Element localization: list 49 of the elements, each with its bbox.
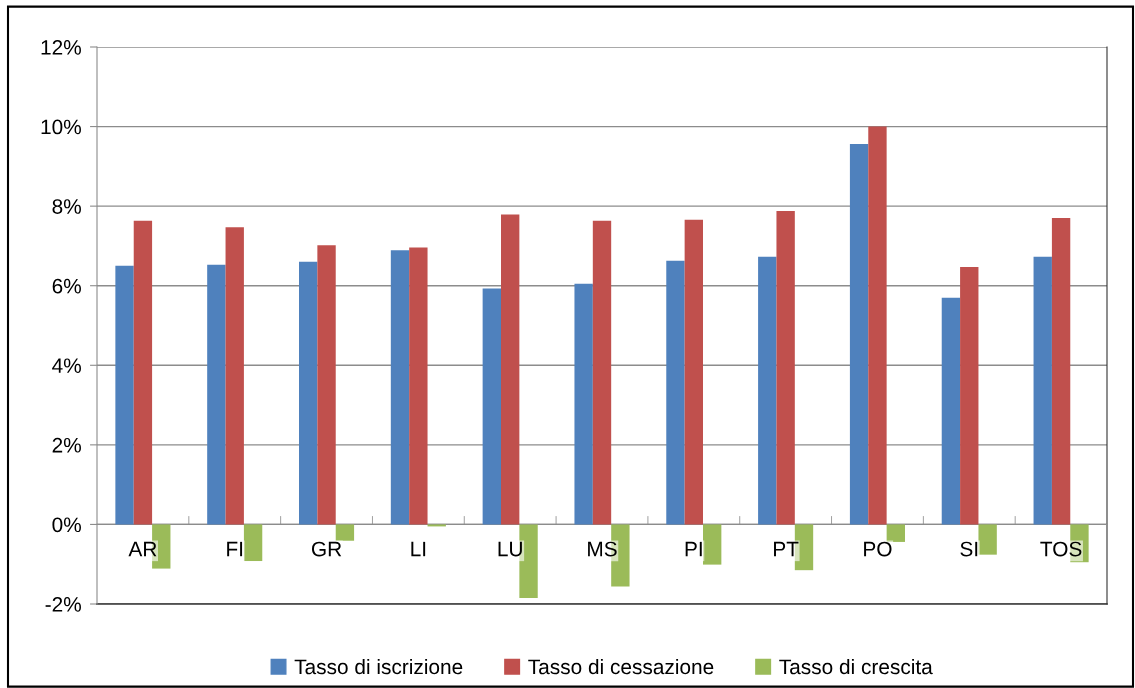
bar (684, 219, 703, 525)
y-tick-label: 6% (52, 278, 81, 294)
bar (115, 265, 134, 525)
y-tick-label: 8% (52, 199, 81, 214)
bar (409, 247, 428, 525)
bar (776, 210, 795, 525)
bar (960, 267, 979, 525)
bar (941, 297, 961, 525)
y-tick-label: 12% (41, 40, 81, 55)
bar (886, 524, 905, 542)
bar (299, 261, 318, 525)
y-tick-label: 0% (52, 517, 81, 533)
legend-label: Tasso di cessazione (528, 658, 714, 675)
bar (849, 144, 869, 525)
y-tick-label: 4% (52, 358, 81, 373)
bar (758, 256, 777, 525)
bar (390, 250, 410, 525)
x-tick-label: PI (685, 541, 702, 557)
y-tick-label: -2% (45, 597, 81, 612)
legend-label: Tasso di crescita (779, 658, 933, 675)
bar (574, 283, 593, 525)
bar (317, 245, 336, 525)
x-tick-label: AR (128, 541, 157, 557)
x-tick-label: GR (311, 541, 342, 557)
x-tick-label: LI (411, 541, 426, 557)
x-tick-label: FI (227, 541, 243, 557)
x-tick-label: PO (864, 541, 892, 557)
bar (335, 524, 355, 541)
bar (207, 264, 226, 525)
y-tick-label: 10% (41, 119, 81, 135)
bar (482, 288, 501, 525)
bar (1051, 218, 1071, 525)
bar (501, 214, 520, 525)
bar (133, 220, 153, 525)
x-tick-label: PT (774, 541, 799, 557)
bar (868, 126, 887, 525)
bar (1033, 256, 1052, 525)
bar (666, 260, 685, 525)
bar (592, 220, 612, 525)
legend-label: Tasso di iscrizione (294, 658, 463, 675)
bar (978, 524, 997, 555)
x-tick-label: MS (588, 541, 617, 557)
x-tick-label: SI (960, 541, 978, 557)
bar (243, 524, 263, 562)
y-tick-label: 2% (52, 437, 81, 453)
bar (225, 227, 244, 525)
bar (703, 524, 722, 565)
x-tick-label: TOS (1040, 541, 1082, 557)
x-tick-label: LU (498, 541, 522, 557)
